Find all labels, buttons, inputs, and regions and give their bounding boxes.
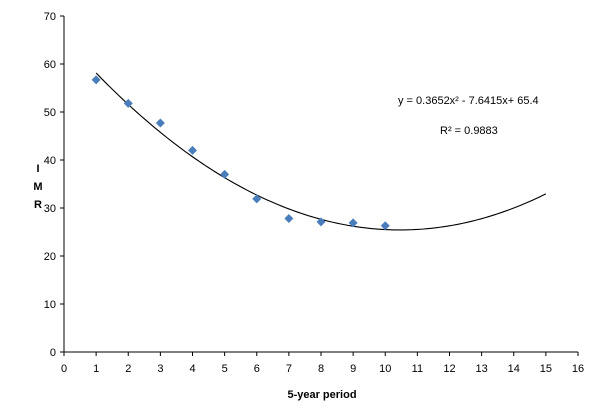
- data-point: [380, 221, 390, 231]
- x-tick-label: 6: [254, 363, 260, 375]
- x-tick-label: 4: [189, 363, 195, 375]
- x-tick-label: 14: [508, 363, 520, 375]
- y-axis-title-letter: M: [33, 181, 42, 193]
- y-tick-label: 50: [44, 107, 56, 119]
- x-tick-label: 0: [61, 363, 67, 375]
- data-point: [284, 214, 294, 224]
- x-tick-label: 2: [125, 363, 131, 375]
- trendline-equation: y = 0.3652x² - 7.6415x+ 65.4: [398, 95, 539, 107]
- y-tick-label: 70: [44, 11, 56, 23]
- y-tick-label: 0: [50, 347, 56, 359]
- data-point: [252, 194, 262, 204]
- y-tick-label: 20: [44, 251, 56, 263]
- x-tick-label: 9: [350, 363, 356, 375]
- x-tick-label: 15: [540, 363, 552, 375]
- x-axis-title: 5-year period: [287, 389, 356, 401]
- y-tick-label: 40: [44, 155, 56, 167]
- x-axis: 0 1 2 3 4 5 6 7 8 9 10 11 12 13 14 15 16: [61, 351, 584, 375]
- x-tick-label: 7: [286, 363, 292, 375]
- x-tick-label: 8: [318, 363, 324, 375]
- x-tick-label: 12: [443, 363, 455, 375]
- y-tick-label: 60: [44, 59, 56, 71]
- x-tick-label: 5: [222, 363, 228, 375]
- x-tick-label: 13: [476, 363, 488, 375]
- x-tick-label: 1: [93, 363, 99, 375]
- y-axis: 0 10 20 30 40 50 60 70: [44, 11, 65, 359]
- data-points: [91, 75, 390, 231]
- data-point: [348, 218, 358, 228]
- data-point: [188, 145, 197, 155]
- y-axis-title-letter: R: [34, 199, 42, 211]
- data-point: [123, 98, 133, 108]
- x-tick-label: 16: [572, 363, 584, 375]
- y-tick-label: 10: [44, 299, 56, 311]
- x-tick-label: 10: [379, 363, 391, 375]
- data-point: [316, 217, 326, 227]
- x-tick-label: 3: [157, 363, 163, 375]
- r-squared-label: R² = 0.9883: [440, 125, 498, 137]
- y-axis-title: IMR: [33, 163, 42, 211]
- data-point: [155, 118, 165, 128]
- data-point: [91, 75, 101, 85]
- data-point: [220, 169, 230, 179]
- y-axis-title-letter: I: [36, 163, 39, 175]
- x-tick-label: 11: [412, 363, 423, 375]
- y-tick-label: 30: [44, 203, 56, 215]
